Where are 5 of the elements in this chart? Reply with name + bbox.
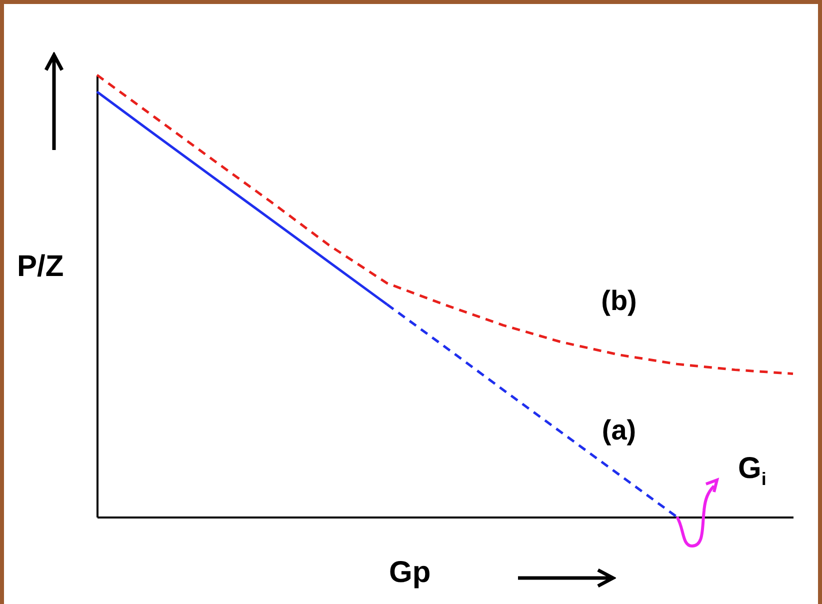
- series-label: (a): [602, 414, 636, 446]
- x-axis-title: Gp: [389, 556, 431, 590]
- annotation: G$_{i}$: [738, 452, 766, 490]
- y-axis-title: P/Z: [17, 250, 64, 284]
- series-label: (b): [601, 284, 637, 316]
